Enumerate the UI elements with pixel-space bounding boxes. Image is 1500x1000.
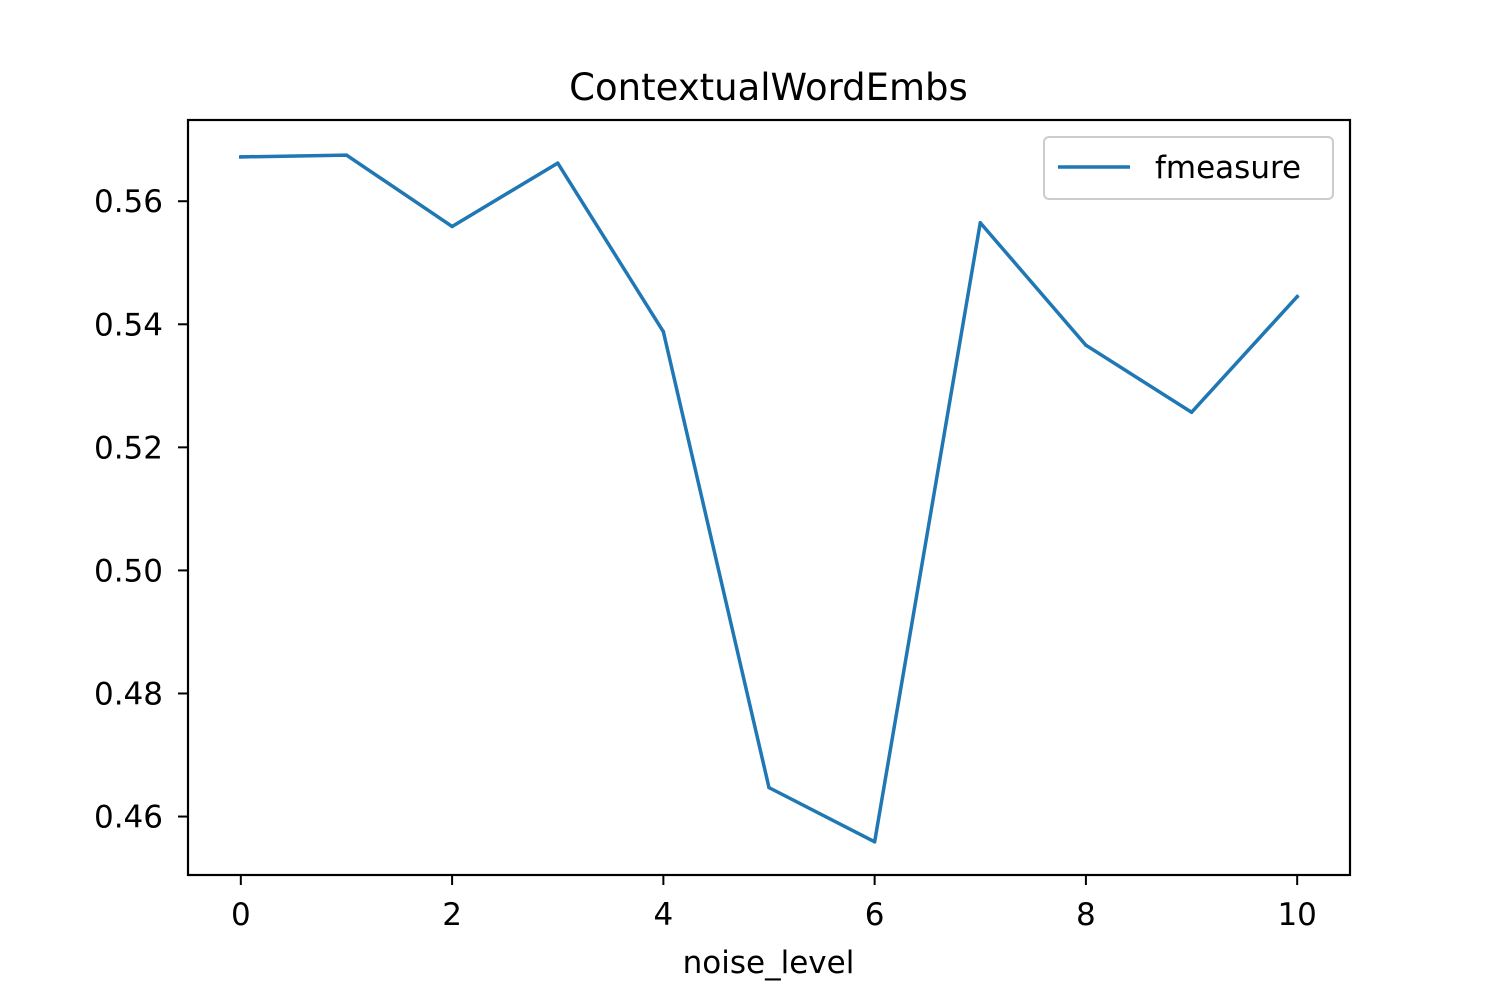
series-layer [239, 153, 1300, 844]
data-point [450, 224, 454, 229]
data-point [1295, 294, 1299, 299]
y-tick-label: 0.52 [94, 430, 163, 466]
data-point [872, 840, 877, 844]
legend-label-fmeasure: fmeasure [1155, 150, 1301, 186]
x-axis-label: noise_level [683, 945, 855, 981]
y-axis-ticks: 0.46 0.48 0.50 0.52 0.54 0.56 [94, 184, 188, 836]
y-tick-label: 0.48 [94, 676, 163, 712]
plot-frame [186, 118, 1352, 877]
y-tick-label: 0.56 [94, 184, 163, 220]
x-axis-ticks: 0 2 4 6 8 10 [231, 875, 1317, 933]
x-tick-label: 6 [865, 897, 885, 933]
data-point [1189, 410, 1194, 415]
x-tick-label: 10 [1277, 897, 1316, 933]
data-point [555, 161, 560, 165]
data-point [239, 155, 243, 159]
chart-title: ContextualWordEmbs [569, 66, 968, 109]
data-point [344, 153, 349, 157]
legend: fmeasure [1043, 136, 1334, 200]
legend-frame [1043, 136, 1334, 200]
data-point [978, 221, 983, 225]
data-point [661, 329, 666, 334]
y-tick-label: 0.54 [94, 307, 163, 343]
data-point [767, 785, 771, 790]
data-point [1084, 343, 1088, 347]
x-tick-label: 4 [653, 897, 673, 933]
x-tick-label: 0 [231, 897, 251, 933]
y-tick-label: 0.50 [94, 553, 163, 589]
x-tick-label: 8 [1076, 897, 1096, 933]
x-tick-label: 2 [442, 897, 462, 933]
y-tick-label: 0.46 [94, 800, 163, 836]
